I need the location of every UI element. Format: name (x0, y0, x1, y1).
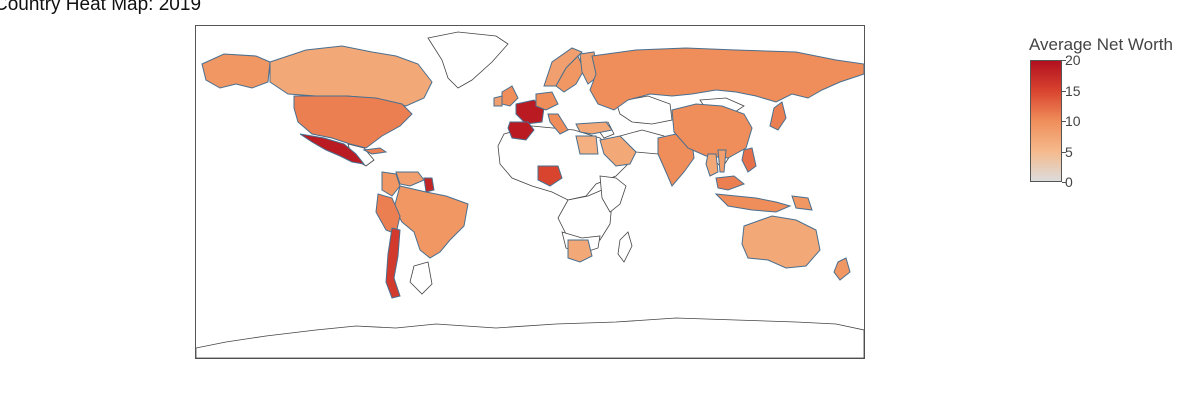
colorbar-tick-label: 10 (1065, 113, 1081, 129)
region-colombia[interactable] (381, 171, 401, 197)
region-nigeria[interactable] (537, 165, 563, 187)
region-indonesia[interactable] (714, 193, 792, 213)
region-canada[interactable] (269, 45, 433, 107)
region-guyana[interactable] (423, 177, 435, 193)
region-mexico[interactable] (299, 133, 366, 165)
region-papua-new-guinea[interactable] (791, 195, 813, 211)
landmass-antarctica (196, 317, 865, 359)
region-philippines[interactable] (741, 147, 757, 173)
region-vietnam[interactable] (717, 149, 727, 173)
landmass-south-america-south (409, 261, 433, 295)
colorbar-tick-label: 5 (1065, 143, 1073, 160)
colorbar-tick-mark (1062, 90, 1066, 92)
colorbar (1030, 60, 1062, 182)
colorbar-tick-label: 0 (1065, 174, 1073, 190)
region-new-zealand[interactable] (833, 257, 851, 281)
colorbar-title: Average Net Worth (1029, 35, 1173, 54)
landmass-central-africa (557, 189, 613, 245)
region-china[interactable] (671, 103, 753, 159)
region-united-states[interactable] (293, 95, 413, 149)
region-ireland[interactable] (493, 95, 503, 107)
colorbar-tick-mark (1062, 121, 1066, 122)
region-russia[interactable] (589, 47, 865, 111)
map-frame[interactable] (195, 25, 865, 359)
world-map[interactable] (196, 26, 866, 360)
region-thailand[interactable] (705, 153, 719, 177)
region-spain[interactable] (507, 121, 535, 141)
region-australia[interactable] (741, 215, 821, 269)
colorbar-tick-mark (1062, 151, 1066, 153)
colorbar-tick-mark (1062, 60, 1066, 61)
region-south-africa[interactable] (567, 239, 593, 263)
region-chile[interactable] (385, 227, 401, 299)
colorbar-tick-mark (1062, 182, 1066, 183)
landmass-greenland (427, 31, 509, 89)
colorbar-tick-label: 15 (1065, 82, 1081, 99)
region-egypt[interactable] (575, 135, 599, 155)
region-alaska[interactable] (201, 53, 271, 89)
chart-title: Country Heat Map: 2019 (0, 0, 202, 15)
region-malaysia[interactable] (715, 175, 745, 191)
region-brazil[interactable] (393, 185, 469, 259)
country-regions (201, 45, 865, 299)
region-united-kingdom[interactable] (501, 85, 519, 107)
region-saudi-arabia[interactable] (599, 135, 637, 167)
region-japan[interactable] (769, 101, 787, 131)
landmass-east-africa (599, 175, 627, 213)
landmass-madagascar (617, 231, 633, 263)
landmass-central-asia (615, 95, 673, 125)
region-turkey[interactable] (575, 121, 613, 135)
colorbar-tick-label: 20 (1065, 52, 1081, 68)
region-cuba[interactable] (362, 147, 388, 155)
region-germany[interactable] (535, 91, 559, 111)
region-italy[interactable] (547, 113, 569, 135)
region-venezuela[interactable] (395, 171, 425, 187)
